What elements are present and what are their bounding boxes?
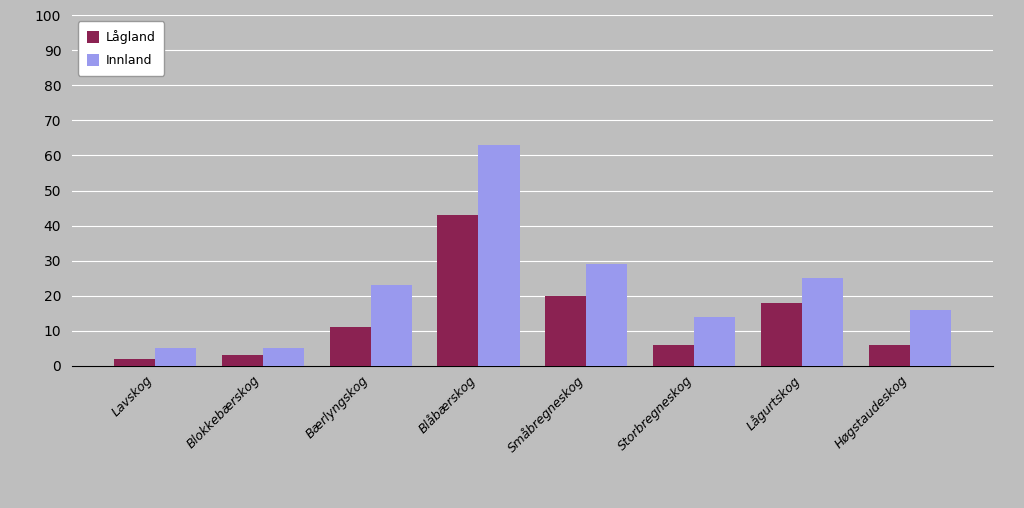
Bar bbox=[437, 215, 478, 366]
Bar bbox=[694, 316, 735, 366]
Bar bbox=[330, 327, 371, 366]
Legend: Lågland, Innland: Lågland, Innland bbox=[78, 21, 164, 76]
Bar bbox=[478, 145, 519, 366]
Bar bbox=[910, 310, 951, 366]
Bar bbox=[155, 348, 196, 366]
Bar bbox=[221, 355, 262, 366]
Bar bbox=[803, 278, 844, 366]
Bar bbox=[114, 359, 155, 366]
Bar bbox=[371, 285, 412, 366]
Bar bbox=[262, 348, 303, 366]
Bar bbox=[869, 345, 910, 366]
Bar bbox=[762, 303, 803, 366]
Bar bbox=[587, 264, 628, 366]
Bar bbox=[653, 345, 694, 366]
Bar bbox=[546, 296, 587, 366]
